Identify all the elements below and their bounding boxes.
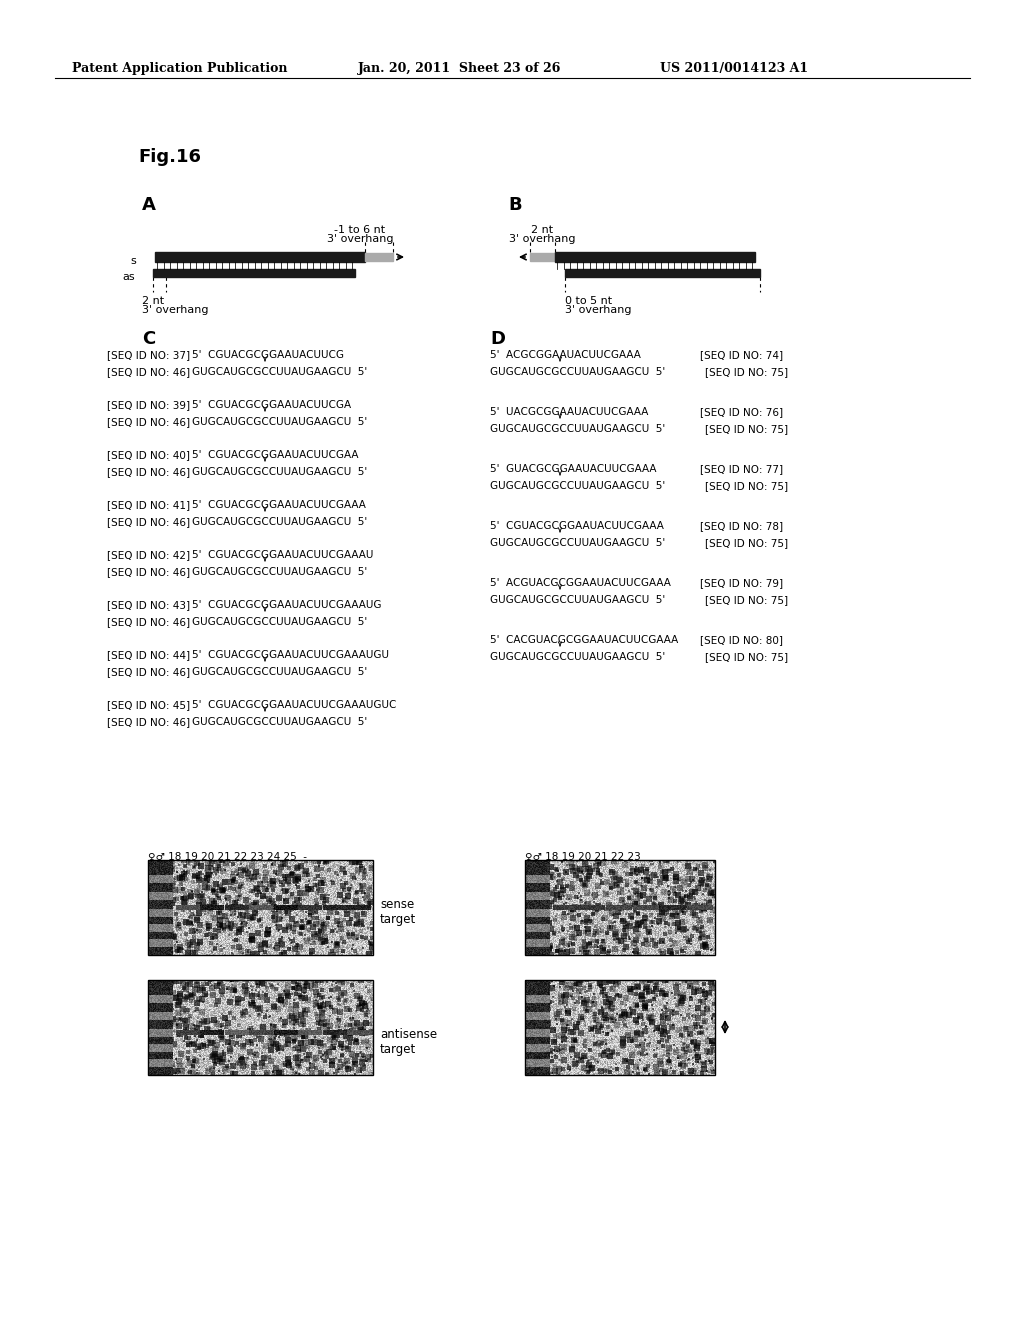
- Text: ♀♂ 18 19 20 21 22 23 24 25  -: ♀♂ 18 19 20 21 22 23 24 25 -: [148, 851, 307, 862]
- Text: [SEQ ID NO: 46]: [SEQ ID NO: 46]: [106, 616, 190, 627]
- Text: [SEQ ID NO: 78]: [SEQ ID NO: 78]: [700, 521, 783, 531]
- Text: antisense
target: antisense target: [380, 1028, 437, 1056]
- Text: 5'  ACGCGGAAUACUUCGAAA: 5' ACGCGGAAUACUUCGAAA: [490, 350, 641, 360]
- Bar: [365, 253, 393, 261]
- Text: [SEQ ID NO: 46]: [SEQ ID NO: 46]: [106, 568, 190, 577]
- Text: s: s: [130, 256, 136, 267]
- Bar: [153, 269, 355, 277]
- Text: [SEQ ID NO: 46]: [SEQ ID NO: 46]: [106, 717, 190, 727]
- Text: 5'  CGUACGCGGAAUACUUCGAAAU: 5' CGUACGCGGAAUACUUCGAAAU: [193, 550, 374, 560]
- Text: [SEQ ID NO: 77]: [SEQ ID NO: 77]: [700, 465, 783, 474]
- Text: GUGCAUGCGCCUUAUGAAGCU  5': GUGCAUGCGCCUUAUGAAGCU 5': [490, 595, 666, 605]
- Text: [SEQ ID NO: 46]: [SEQ ID NO: 46]: [106, 417, 190, 426]
- Text: C: C: [142, 330, 156, 348]
- Text: [SEQ ID NO: 44]: [SEQ ID NO: 44]: [106, 649, 190, 660]
- Text: [SEQ ID NO: 46]: [SEQ ID NO: 46]: [106, 517, 190, 527]
- Text: US 2011/0014123 A1: US 2011/0014123 A1: [660, 62, 808, 75]
- Text: GUGCAUGCGCCUUAUGAAGCU  5': GUGCAUGCGCCUUAUGAAGCU 5': [193, 667, 368, 677]
- Text: [SEQ ID NO: 74]: [SEQ ID NO: 74]: [700, 350, 783, 360]
- Text: GUGCAUGCGCCUUAUGAAGCU  5': GUGCAUGCGCCUUAUGAAGCU 5': [490, 539, 666, 548]
- Text: [SEQ ID NO: 42]: [SEQ ID NO: 42]: [106, 550, 190, 560]
- Bar: [565, 269, 760, 277]
- Text: [SEQ ID NO: 43]: [SEQ ID NO: 43]: [106, 601, 190, 610]
- Text: [SEQ ID NO: 46]: [SEQ ID NO: 46]: [106, 667, 190, 677]
- Text: GUGCAUGCGCCUUAUGAAGCU  5': GUGCAUGCGCCUUAUGAAGCU 5': [490, 424, 666, 434]
- Text: [SEQ ID NO: 46]: [SEQ ID NO: 46]: [106, 367, 190, 378]
- Text: [SEQ ID NO: 41]: [SEQ ID NO: 41]: [106, 500, 190, 510]
- Text: 3' overhang: 3' overhang: [327, 234, 393, 244]
- Text: Fig.16: Fig.16: [138, 148, 201, 166]
- Text: ♀♂ 18 19 20 21 22 23: ♀♂ 18 19 20 21 22 23: [525, 851, 641, 862]
- Bar: [525, 979, 715, 1074]
- Text: [SEQ ID NO: 75]: [SEQ ID NO: 75]: [705, 539, 788, 548]
- Text: [SEQ ID NO: 75]: [SEQ ID NO: 75]: [705, 367, 788, 378]
- Bar: [555, 252, 755, 261]
- Text: as: as: [122, 272, 134, 282]
- Text: Jan. 20, 2011  Sheet 23 of 26: Jan. 20, 2011 Sheet 23 of 26: [358, 62, 561, 75]
- Text: 3' overhang: 3' overhang: [509, 234, 575, 244]
- Text: GUGCAUGCGCCUUAUGAAGCU  5': GUGCAUGCGCCUUAUGAAGCU 5': [490, 367, 666, 378]
- Text: 5'  CGUACGCGGAAUACUUCGAAAUG: 5' CGUACGCGGAAUACUUCGAAAUG: [193, 601, 382, 610]
- Text: 3' overhang: 3' overhang: [142, 305, 209, 315]
- Text: 5'  GUACGCGGAAUACUUCGAAA: 5' GUACGCGGAAUACUUCGAAA: [490, 465, 656, 474]
- Text: 2 nt: 2 nt: [142, 296, 164, 306]
- Text: GUGCAUGCGCCUUAUGAAGCU  5': GUGCAUGCGCCUUAUGAAGCU 5': [193, 467, 368, 477]
- Text: [SEQ ID NO: 37]: [SEQ ID NO: 37]: [106, 350, 190, 360]
- Text: GUGCAUGCGCCUUAUGAAGCU  5': GUGCAUGCGCCUUAUGAAGCU 5': [193, 367, 368, 378]
- Text: [SEQ ID NO: 80]: [SEQ ID NO: 80]: [700, 635, 783, 645]
- Text: A: A: [142, 195, 156, 214]
- Text: [SEQ ID NO: 75]: [SEQ ID NO: 75]: [705, 652, 788, 663]
- Text: 5'  CGUACGCGGAAUACUUCGAAAUGUC: 5' CGUACGCGGAAUACUUCGAAAUGUC: [193, 700, 396, 710]
- Text: 5'  UACGCGGAAUACUUCGAAA: 5' UACGCGGAAUACUUCGAAA: [490, 407, 648, 417]
- Bar: [155, 252, 365, 261]
- Text: 0 to 5 nt: 0 to 5 nt: [565, 296, 612, 306]
- Text: [SEQ ID NO: 45]: [SEQ ID NO: 45]: [106, 700, 190, 710]
- Text: 5'  CGUACGCGGAAUACUUCG: 5' CGUACGCGGAAUACUUCG: [193, 350, 344, 360]
- Text: 5'  CGUACGCGGAAUACUUCGAAA: 5' CGUACGCGGAAUACUUCGAAA: [193, 500, 366, 510]
- Text: 5'  CGUACGCGGAAUACUUCGAAAUGU: 5' CGUACGCGGAAUACUUCGAAAUGU: [193, 649, 389, 660]
- Text: B: B: [508, 195, 521, 214]
- Text: [SEQ ID NO: 46]: [SEQ ID NO: 46]: [106, 467, 190, 477]
- Text: GUGCAUGCGCCUUAUGAAGCU  5': GUGCAUGCGCCUUAUGAAGCU 5': [193, 417, 368, 426]
- Text: -1 to 6 nt: -1 to 6 nt: [335, 224, 386, 235]
- Text: D: D: [490, 330, 505, 348]
- Bar: [148, 861, 373, 954]
- Text: GUGCAUGCGCCUUAUGAAGCU  5': GUGCAUGCGCCUUAUGAAGCU 5': [490, 480, 666, 491]
- Text: 2 nt: 2 nt: [530, 224, 553, 235]
- Text: [SEQ ID NO: 75]: [SEQ ID NO: 75]: [705, 595, 788, 605]
- Text: 5'  CGUACGCGGAAUACUUCGAAA: 5' CGUACGCGGAAUACUUCGAAA: [490, 521, 664, 531]
- Text: 5'  CGUACGCGGAAUACUUCGA: 5' CGUACGCGGAAUACUUCGA: [193, 400, 351, 411]
- Text: sense
target: sense target: [380, 898, 416, 927]
- Text: GUGCAUGCGCCUUAUGAAGCU  5': GUGCAUGCGCCUUAUGAAGCU 5': [193, 568, 368, 577]
- Text: [SEQ ID NO: 75]: [SEQ ID NO: 75]: [705, 480, 788, 491]
- Text: [SEQ ID NO: 79]: [SEQ ID NO: 79]: [700, 578, 783, 587]
- Text: GUGCAUGCGCCUUAUGAAGCU  5': GUGCAUGCGCCUUAUGAAGCU 5': [193, 517, 368, 527]
- Bar: [148, 979, 373, 1074]
- Text: [SEQ ID NO: 76]: [SEQ ID NO: 76]: [700, 407, 783, 417]
- Text: Patent Application Publication: Patent Application Publication: [72, 62, 288, 75]
- Text: [SEQ ID NO: 39]: [SEQ ID NO: 39]: [106, 400, 190, 411]
- Text: [SEQ ID NO: 75]: [SEQ ID NO: 75]: [705, 424, 788, 434]
- Text: [SEQ ID NO: 40]: [SEQ ID NO: 40]: [106, 450, 190, 459]
- Text: 5'  CACGUACGCGGAAUACUUCGAAA: 5' CACGUACGCGGAAUACUUCGAAA: [490, 635, 678, 645]
- Text: GUGCAUGCGCCUUAUGAAGCU  5': GUGCAUGCGCCUUAUGAAGCU 5': [193, 616, 368, 627]
- Bar: [525, 861, 715, 954]
- Bar: [530, 253, 555, 261]
- Text: GUGCAUGCGCCUUAUGAAGCU  5': GUGCAUGCGCCUUAUGAAGCU 5': [490, 652, 666, 663]
- Text: 3' overhang: 3' overhang: [565, 305, 632, 315]
- Text: 5'  ACGUACGCGGAAUACUUCGAAA: 5' ACGUACGCGGAAUACUUCGAAA: [490, 578, 671, 587]
- Text: 5'  CGUACGCGGAAUACUUCGAA: 5' CGUACGCGGAAUACUUCGAA: [193, 450, 358, 459]
- Text: GUGCAUGCGCCUUAUGAAGCU  5': GUGCAUGCGCCUUAUGAAGCU 5': [193, 717, 368, 727]
